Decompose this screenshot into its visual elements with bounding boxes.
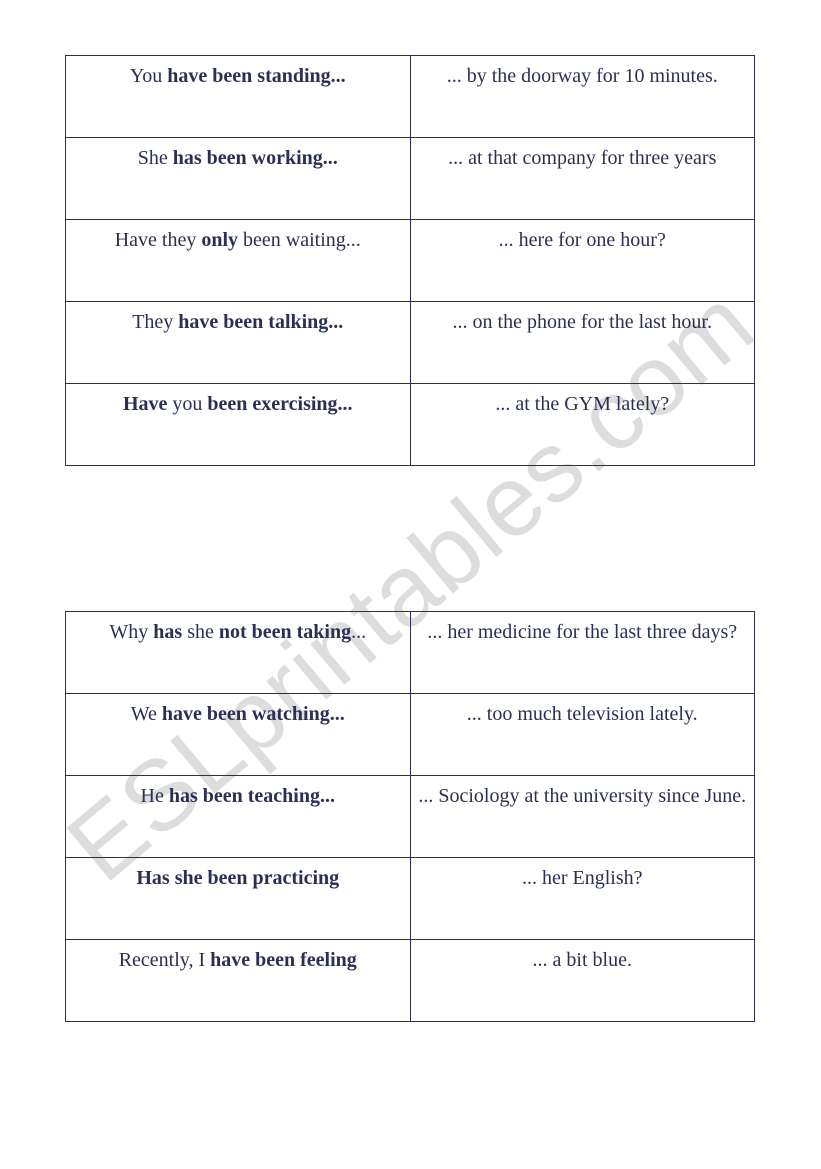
sentence-end: ... a bit blue.: [410, 940, 755, 1022]
sentence-end: ... at the GYM lately?: [410, 384, 755, 466]
sentence-start: She has been working...: [66, 138, 411, 220]
sentence-start: We have been watching...: [66, 694, 411, 776]
table-row: Have they only been waiting... ... here …: [66, 220, 755, 302]
sentence-end: ... on the phone for the last hour.: [410, 302, 755, 384]
table-row: She has been working... ... at that comp…: [66, 138, 755, 220]
table-row: We have been watching... ... too much te…: [66, 694, 755, 776]
worksheet-table-1: You have been standing... ... by the doo…: [65, 55, 755, 466]
table-row: Has she been practicing ... her English?: [66, 858, 755, 940]
sentence-end: ... her English?: [410, 858, 755, 940]
sentence-end: ... by the doorway for 10 minutes.: [410, 56, 755, 138]
sentence-start: They have been talking...: [66, 302, 411, 384]
sentence-end: ... at that company for three years: [410, 138, 755, 220]
sentence-start: Has she been practicing: [66, 858, 411, 940]
table-row: They have been talking... ... on the pho…: [66, 302, 755, 384]
worksheet-table-2: Why has she not been taking... ... her m…: [65, 611, 755, 1022]
sentence-end: ... her medicine for the last three days…: [410, 612, 755, 694]
sentence-start: Have you been exercising...: [66, 384, 411, 466]
table-row: Why has she not been taking... ... her m…: [66, 612, 755, 694]
table-row: Recently, I have been feeling ... a bit …: [66, 940, 755, 1022]
sentence-end: ... Sociology at the university since Ju…: [410, 776, 755, 858]
sentence-start: Recently, I have been feeling: [66, 940, 411, 1022]
sentence-start: Why has she not been taking...: [66, 612, 411, 694]
sentence-start: You have been standing...: [66, 56, 411, 138]
table-row: He has been teaching... ... Sociology at…: [66, 776, 755, 858]
sentence-start: He has been teaching...: [66, 776, 411, 858]
sentence-start: Have they only been waiting...: [66, 220, 411, 302]
table-row: You have been standing... ... by the doo…: [66, 56, 755, 138]
worksheet-page: ESLprintables.com You have been standing…: [0, 0, 821, 1169]
table-row: Have you been exercising... ... at the G…: [66, 384, 755, 466]
sentence-end: ... too much television lately.: [410, 694, 755, 776]
sentence-end: ... here for one hour?: [410, 220, 755, 302]
table-gap: [65, 466, 756, 611]
